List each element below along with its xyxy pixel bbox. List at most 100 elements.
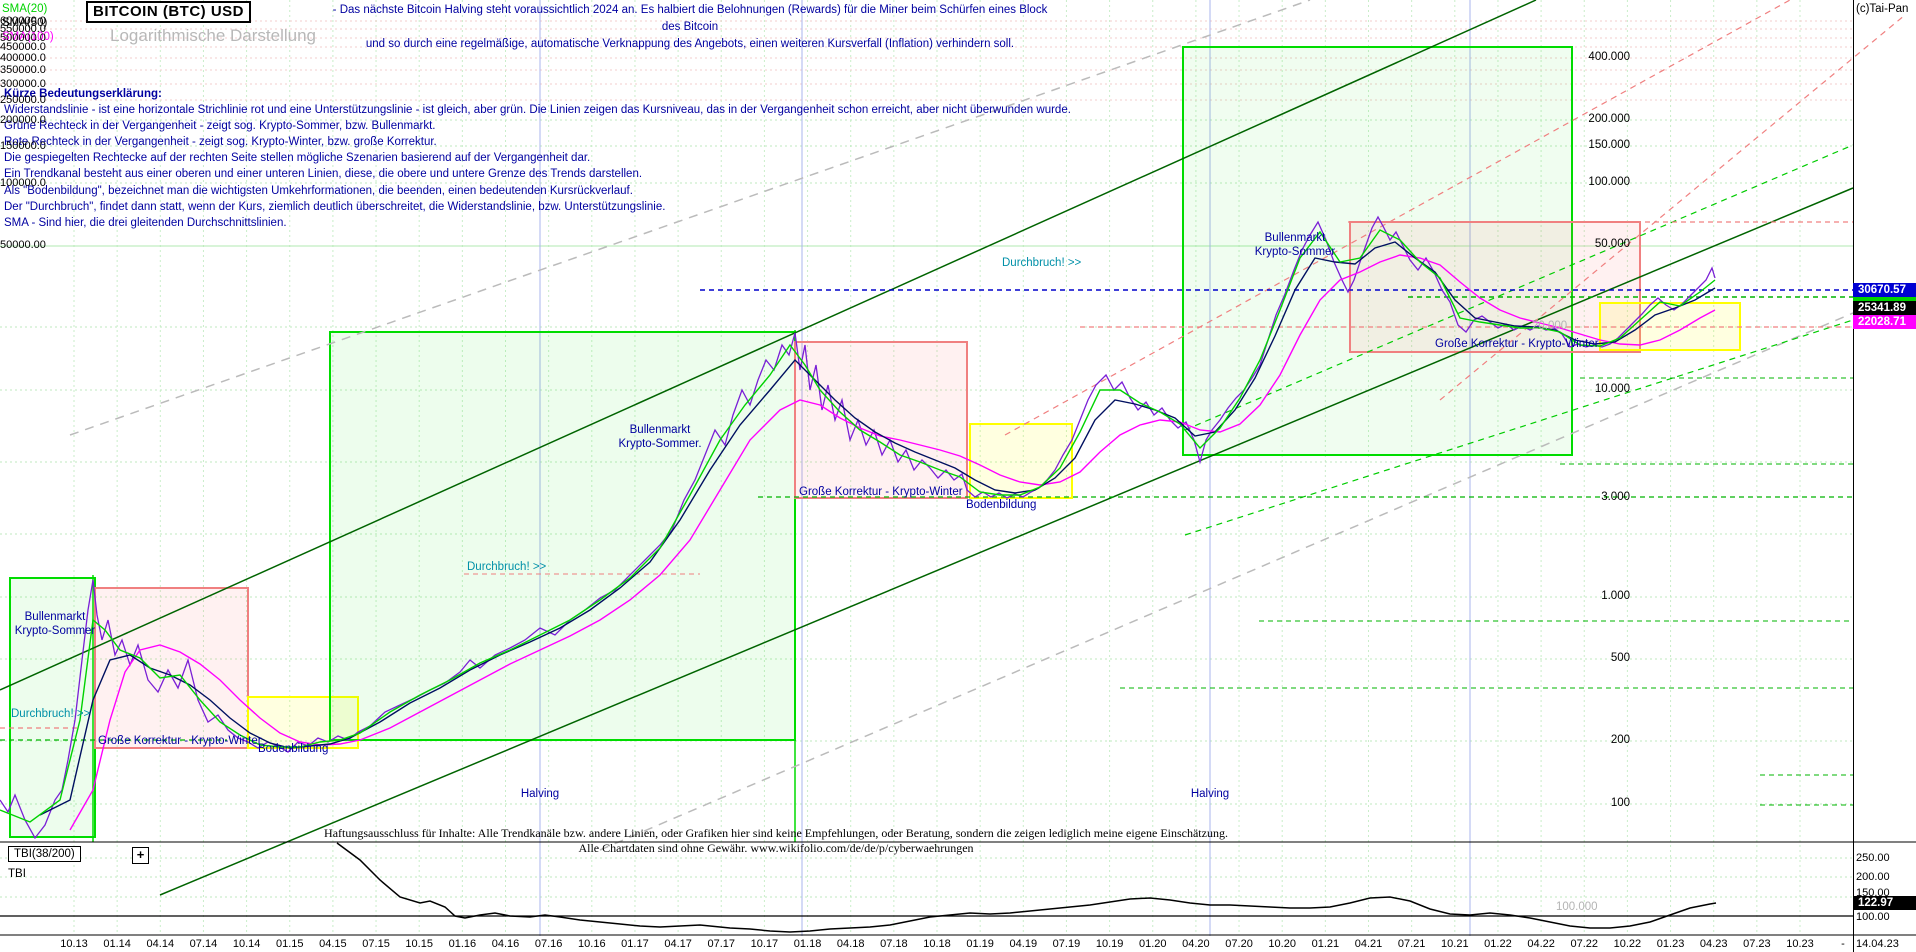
date-label: 04.17 [664, 938, 692, 950]
inner-scale-label: 500 [1610, 652, 1630, 664]
price-axis-label: 150000.0 [0, 140, 46, 152]
date-label: 10.16 [578, 938, 606, 950]
date-label: 04.22 [1527, 938, 1555, 950]
price-axis-label: 600000.0 [0, 15, 46, 27]
legend-sma20: SMA(20) [2, 3, 48, 15]
explanation-line-5: Ein Trendkanal besteht aus einer oberen … [4, 168, 643, 181]
price-badge: 25341.89 [1853, 301, 1916, 315]
scenario-support-1 [1184, 144, 1854, 431]
bodenbildung-2015: Bodenbildung [258, 743, 329, 755]
date-label: 01.20 [1138, 938, 1167, 950]
date-label: 01.22 [1484, 938, 1512, 950]
inner-scale-label: 100.000 [1588, 176, 1630, 188]
date-label: 07.19 [1052, 938, 1081, 950]
tbi-series [336, 842, 1717, 933]
date-label: 10.22 [1613, 938, 1642, 950]
date-label: 01.19 [966, 938, 994, 950]
indicator-label[interactable]: TBI(38/200) [8, 846, 81, 862]
date-label: 07.20 [1225, 938, 1253, 950]
date-label: 04.18 [836, 938, 865, 950]
date-label: 07.23 [1743, 938, 1771, 950]
price-axis-label: 500000.0 [0, 32, 46, 44]
explanation-line-3: Rote Rechteck in der Vergangenheit - zei… [4, 136, 437, 149]
price-badge: 22028.71 [1853, 315, 1916, 329]
date-label: 07.22 [1570, 938, 1599, 950]
price-badge: 30670.57 [1853, 283, 1916, 297]
date-label: 01.18 [793, 938, 822, 950]
date-label: 01.23 [1656, 938, 1685, 950]
legend-sma50: SMA(50) [2, 17, 48, 29]
axis-divider [1853, 0, 1854, 952]
date-dash: - [1841, 938, 1845, 950]
date-label: 01.17 [621, 938, 649, 950]
scenario-support-2 [1184, 319, 1854, 536]
bull-label-2013: Bullenmarkt Krypto-Sommer [14, 611, 96, 637]
halving-note-line1: - Das nächste Bitcoin Halving steht vora… [332, 4, 1048, 33]
explanation-block: Kürze Bedeutungserklärung: Widerstandsli… [4, 86, 1071, 231]
inner-scale-label: 1.000 [1601, 590, 1630, 602]
date-label: 07.18 [880, 938, 908, 950]
price-axis-label: 450000.0 [0, 41, 46, 53]
date-label: 04.15 [319, 938, 347, 950]
price-axis-label: 350000.0 [0, 64, 46, 76]
date-label: 04.16 [491, 938, 520, 950]
date-label: 10.15 [405, 938, 433, 950]
inner-scale-label: 50.000 [1594, 238, 1630, 250]
date-label: 10.21 [1441, 938, 1469, 950]
price-axis-label: 400000.0 [0, 52, 46, 64]
halving-1: Halving [520, 788, 560, 800]
indicator-sublabel: TBI [8, 868, 26, 880]
explanation-line-6: Als "Bodenbildung", bezeichnet man die w… [4, 184, 633, 197]
sma-legend: SMA(20) SMA(50) SMA(100) [2, 2, 54, 44]
tbi-axis-label: 200.00 [1856, 871, 1890, 883]
korrektur-2014: Große Korrektur - Krypto-Winter [98, 735, 262, 747]
date-label: 04.14 [146, 938, 175, 950]
copyright-label: (c)Tai-Pan [1856, 3, 1909, 15]
explanation-line-1: Widerstandslinie - ist eine horizontale … [4, 104, 1071, 117]
date-label: 10.17 [750, 938, 779, 950]
date-label: 10.20 [1268, 938, 1296, 950]
date-label: 07.14 [189, 938, 218, 950]
bull-label-2021: Bullenmarkt Krypto-Sommer [1254, 232, 1336, 258]
price-axis-label: 300000.0 [0, 78, 46, 90]
current-date-label: 14.04.23 [1856, 938, 1899, 950]
inner-scale-label: 400.000 [1588, 51, 1630, 63]
price-axis-label: 250000.0 [0, 94, 46, 106]
watermark-label: 100.000 [1556, 901, 1598, 913]
trend-lower [159, 187, 1854, 896]
legend-sma100: SMA(100) [2, 31, 54, 43]
halving-note: - Das nächste Bitcoin Halving steht vora… [330, 2, 1050, 53]
inner-scale-label: 200.000 [1588, 113, 1630, 125]
date-label: 04.20 [1182, 938, 1210, 950]
boden-box-2019 [969, 423, 1073, 499]
price-axis-label: 100000.0 [0, 177, 46, 189]
trend-mid-1 [69, 0, 1311, 436]
explanation-heading: Kürze Bedeutungserklärung: [4, 88, 162, 100]
date-label: 10.13 [60, 938, 88, 950]
date-label: 01.16 [448, 938, 477, 950]
sma20-series [0, 229, 1716, 823]
price-axis-label: 550000.0 [0, 23, 46, 35]
inner-scale-label: 150.000 [1588, 139, 1630, 151]
winter-box-2014 [94, 587, 249, 749]
halving-note-line2: und so durch eine regelmäßige, automatis… [365, 38, 1015, 50]
tbi-value-badge: 122.97 [1853, 896, 1916, 910]
date-label: 07.16 [534, 938, 563, 950]
inner-scale-label: 200 [1610, 734, 1630, 746]
explanation-line-2: Grüne Rechteck in der Vergangenheit - ze… [4, 120, 436, 133]
instrument-title[interactable]: BITCOIN (BTC) USD [86, 1, 251, 23]
date-label: 10.23 [1786, 938, 1814, 950]
bodenbildung-2019: Bodenbildung [966, 499, 1037, 511]
price-axis-label: 200000.0 [0, 114, 46, 126]
winter-box-2022 [1349, 221, 1641, 353]
korrektur-2022: Große Korrektur - Krypto-Winter [1435, 338, 1599, 350]
inner-scale-label: 10.000 [1594, 383, 1630, 395]
expand-icon[interactable]: + [132, 847, 149, 864]
explanation-line-7: Der "Durchbruch", findet dann statt, wen… [4, 200, 666, 213]
durchbruch-1: Durchbruch! >> [11, 708, 91, 720]
inner-scale-label: 100 [1610, 797, 1630, 809]
bull-label-2017: Bullenmarkt Krypto-Sommer. [618, 424, 702, 450]
scenario-resist-2 [1439, 14, 1906, 401]
date-label: 07.15 [362, 938, 390, 950]
bull-box-2013 [9, 577, 96, 838]
